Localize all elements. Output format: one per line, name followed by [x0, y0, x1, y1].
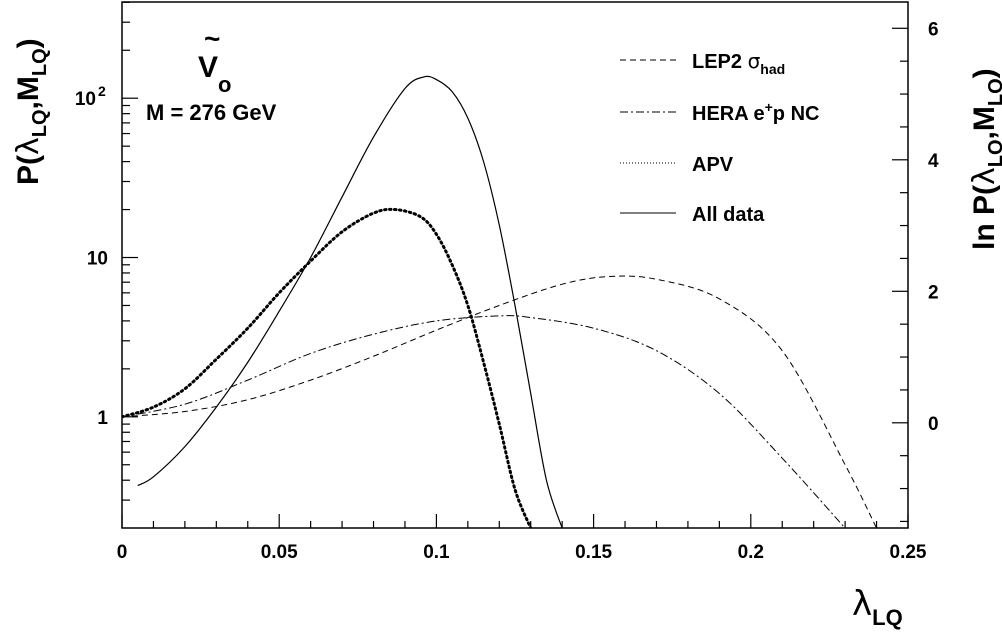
y-left-tick-exponent: 2: [98, 83, 106, 99]
y-axis-left-label: P(λLQ,MLQ): [11, 38, 51, 185]
series-group: [122, 75, 878, 528]
series-hera-curve: [122, 315, 846, 528]
x-axis: 0 0.05 0.1 0.15 0.2 0.25: [117, 514, 927, 563]
y-right-label-m: ,M: [968, 106, 1001, 139]
x-tick-label: 0.05: [261, 542, 298, 563]
annotation-particle-sub: o: [218, 72, 231, 97]
y-left-label-m: ,M: [12, 76, 45, 109]
legend-label-all: All data: [692, 204, 765, 226]
x-tick-label: 0.15: [575, 542, 612, 563]
legend-lep2-main: LEP2: [692, 51, 748, 73]
y-right-label-m-sub: LQ: [985, 78, 1002, 106]
legend: LEP2 σhad HERA e+p NC APV All data: [620, 49, 819, 226]
y-left-tick-label: 1: [97, 408, 108, 429]
y-axis-right-label: ln P(λLQ,MLQ): [967, 68, 1002, 250]
annotation: ~ V o M = 276 GeV: [146, 23, 277, 125]
y-axis-right: 0 2 4 6: [892, 19, 939, 523]
plot-frame: [121, 1, 909, 529]
annotation-tilde: ~: [204, 23, 220, 54]
x-axis-label-sub: LQ: [872, 605, 903, 630]
y-right-label-ln: ln P(: [968, 185, 1001, 250]
legend-label-lep2: LEP2 σhad: [692, 49, 785, 77]
y-right-tick-label: 0: [928, 414, 939, 435]
annotation-particle: V: [198, 51, 218, 84]
x-axis-label-main: λ: [852, 584, 872, 624]
x-axis-label: λLQ: [852, 584, 903, 630]
legend-lep2-sigma: σ: [748, 49, 761, 73]
y-right-label-close: ): [968, 68, 1001, 78]
x-tick-label: 0.25: [890, 542, 927, 563]
x-tick-label: 0.2: [738, 542, 764, 563]
legend-hera-tail: p NC: [773, 103, 820, 125]
y-right-tick-label: 2: [928, 282, 939, 303]
legend-label-hera: HERA e+p NC: [692, 99, 819, 125]
y-right-tick-label: 4: [928, 151, 939, 172]
y-left-tick-label: 10: [75, 89, 96, 110]
y-left-tick-label: 10: [87, 249, 108, 270]
legend-lep2-sub: had: [760, 61, 785, 77]
y-right-label-lambda: λ: [967, 167, 1002, 185]
y-left-label-p: P(: [12, 155, 45, 185]
y-right-tick-label: 6: [928, 19, 939, 40]
y-left-label-close: ): [12, 38, 45, 48]
series-all-data-curve: [137, 75, 563, 528]
y-left-label-m-sub: LQ: [29, 48, 51, 76]
y-left-label-lambda-sub: LQ: [29, 109, 51, 137]
y-right-label-lambda-sub: LQ: [985, 139, 1002, 167]
x-tick-label: 0: [117, 542, 128, 563]
series-apv-curve: [122, 207, 533, 528]
y-left-label-lambda: λ: [11, 137, 46, 155]
legend-hera-main: HERA e: [692, 103, 765, 125]
x-tick-label: 0.1: [423, 542, 450, 563]
legend-label-apv: APV: [692, 154, 734, 176]
legend-hera-sup: +: [765, 99, 773, 115]
series-lep2-curve: [122, 275, 878, 528]
annotation-mass: M = 276 GeV: [146, 100, 277, 125]
